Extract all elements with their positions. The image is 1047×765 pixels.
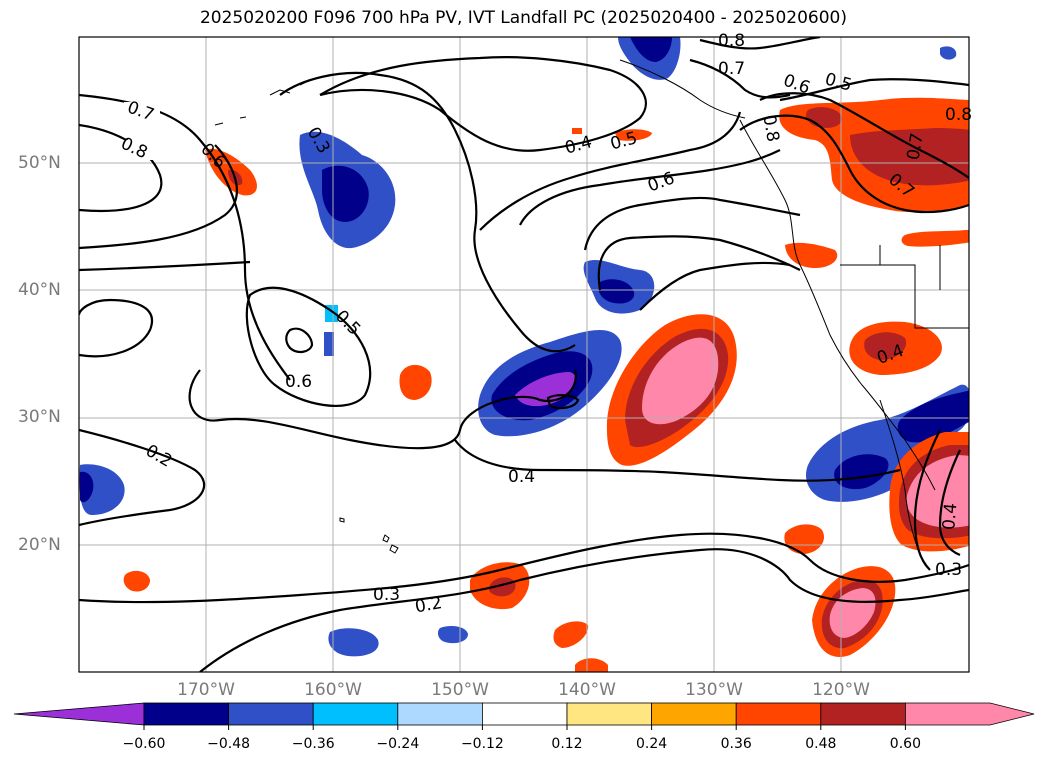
contour-label: 0.3 xyxy=(935,560,962,580)
colorbar xyxy=(13,702,1035,726)
colorbar-tick-label: −0.48 xyxy=(207,736,251,752)
lon-label: 160°W xyxy=(304,680,362,700)
contour-label: 0.4 xyxy=(939,502,961,531)
lat-label: 20°N xyxy=(18,535,61,555)
lon-label: 140°W xyxy=(558,680,616,700)
contour-label: 0.4 xyxy=(508,467,535,487)
gridlines xyxy=(79,37,969,672)
colorbar-tick-label: 0.12 xyxy=(551,736,583,752)
colorbar-ticks xyxy=(143,725,906,730)
contour-label: 0.7 xyxy=(718,59,745,79)
lon-label: 130°W xyxy=(685,680,743,700)
colorbar-tick-label: 0.48 xyxy=(805,736,837,752)
colorbar-tick-label: 0.24 xyxy=(636,736,668,752)
lat-label: 40°N xyxy=(18,280,61,300)
colorbar-tick-label: 0.60 xyxy=(889,736,921,752)
colorbar-tick-label: −0.36 xyxy=(291,736,335,752)
map-frame xyxy=(78,36,970,673)
colorbar-tick-label: −0.60 xyxy=(122,736,166,752)
colorbar-tick-label: −0.12 xyxy=(460,736,504,752)
contour-label: 0.3 xyxy=(373,585,400,605)
map-title: 2025020200 F096 700 hPa PV, IVT Landfall… xyxy=(199,8,847,28)
contour-label: 0.2 xyxy=(413,593,443,617)
contour-label: 0.7 xyxy=(903,131,927,161)
contour-label: 0.8 xyxy=(718,31,745,51)
coastlines xyxy=(214,59,969,566)
lat-label: 50°N xyxy=(18,153,61,173)
lon-label: 170°W xyxy=(177,680,235,700)
shaded-fields xyxy=(79,37,969,672)
contour-label: 0.6 xyxy=(285,372,312,392)
contour-label: 0.8 xyxy=(945,105,972,125)
lon-label: 120°W xyxy=(812,680,870,700)
colorbar-tick-label: −0.24 xyxy=(376,736,420,752)
contour-lines xyxy=(79,37,969,672)
contour-label: 0.8 xyxy=(758,113,782,143)
lon-label: 150°W xyxy=(431,680,489,700)
lat-label: 30°N xyxy=(18,407,61,427)
colorbar-tick-label: 0.36 xyxy=(720,736,752,752)
